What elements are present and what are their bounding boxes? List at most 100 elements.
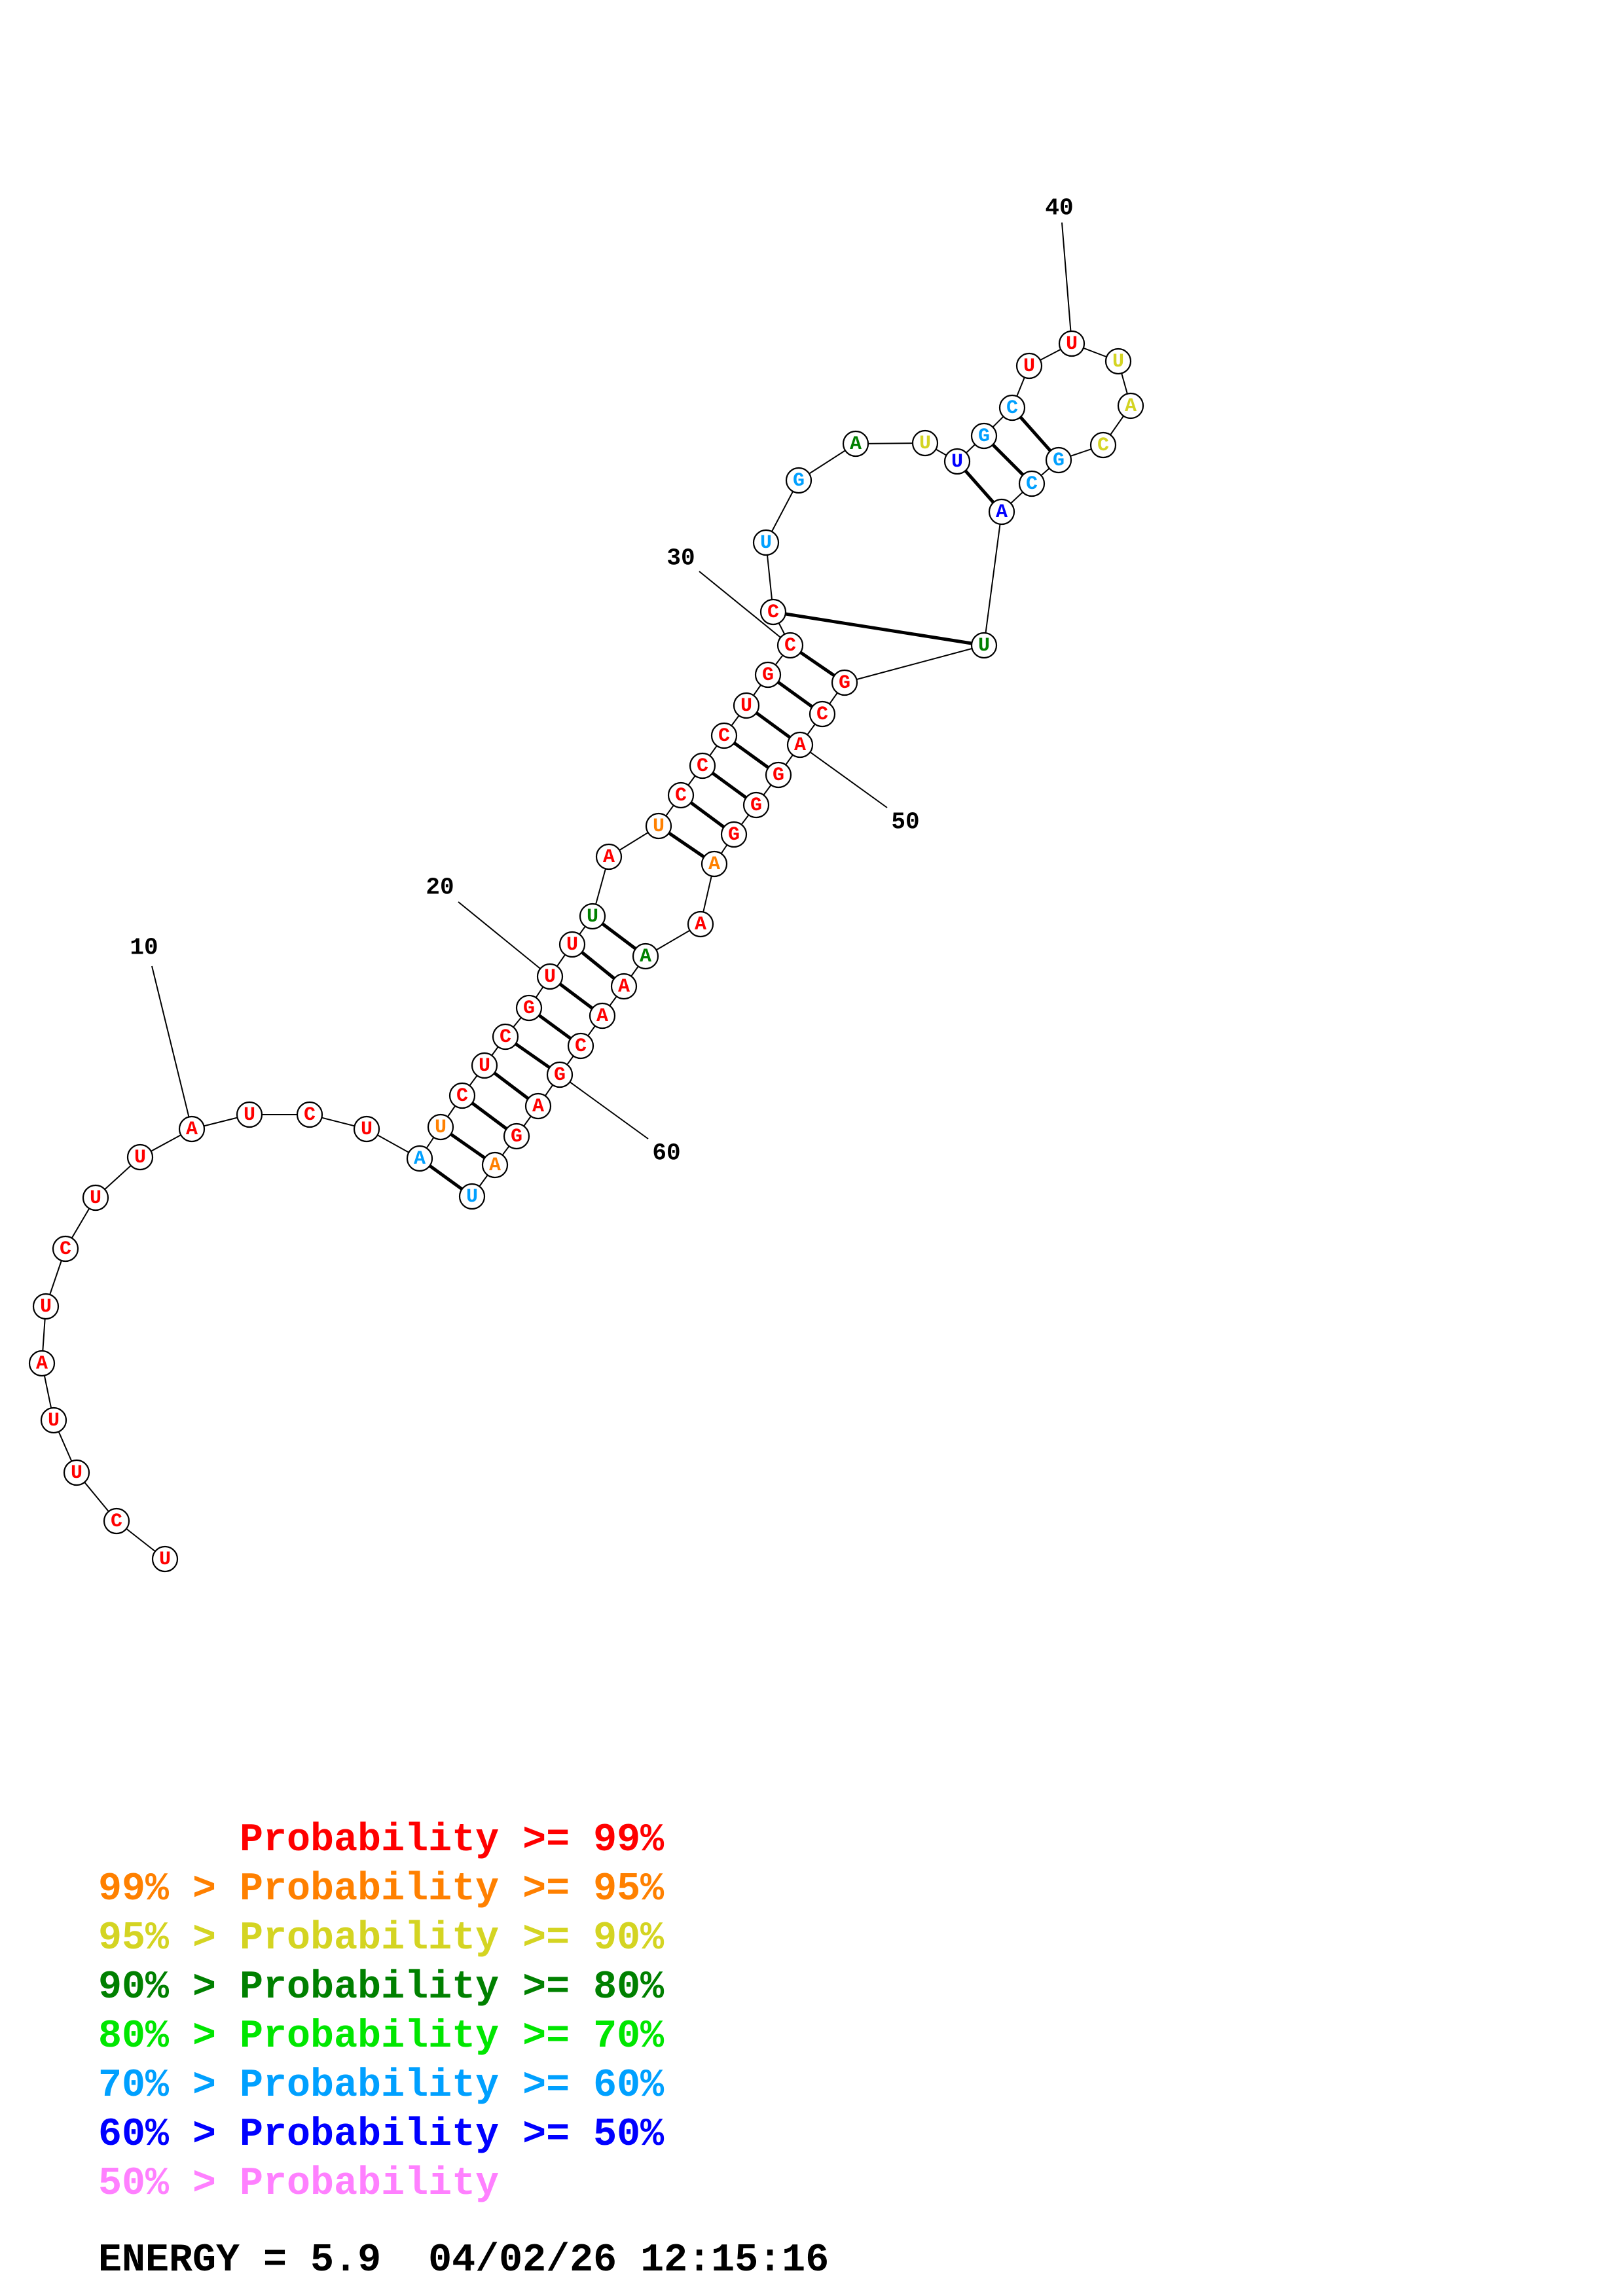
nucleotide: U (458, 1183, 486, 1210)
nucleotide: U (579, 903, 606, 930)
nucleotide-letter: C (718, 725, 730, 747)
nucleotide-letter: G (839, 672, 850, 694)
nucleotide-circle (809, 700, 836, 728)
nucleotide-letter: U (435, 1117, 447, 1139)
nucleotide-circle (52, 1235, 79, 1263)
position-tick (559, 1074, 649, 1139)
nucleotide: G (1045, 446, 1072, 474)
nucleotide-circle (1045, 446, 1072, 474)
nucleotide: C (809, 700, 836, 728)
legend-threshold: >= 70% (499, 2015, 665, 2059)
nucleotide-letter: U (740, 695, 752, 717)
nucleotide: C (710, 722, 738, 749)
nucleotide-circle (492, 1023, 519, 1050)
legend-label: Probability (240, 1916, 500, 1961)
nucleotide-letter: A (695, 914, 706, 936)
legend-threshold: >= 60% (499, 2064, 665, 2108)
position-tick-layer: 10 20 30 40 50 60 (130, 195, 1073, 1167)
nucleotide-circle (515, 994, 543, 1022)
nucleotide-circle (754, 661, 782, 689)
nucleotide-letter: C (1026, 473, 1038, 495)
nucleotide-circle (759, 598, 787, 626)
nucleotide-letter: U (978, 635, 990, 657)
nucleotide: U (911, 429, 939, 457)
legend-prefix: 99% > (98, 1867, 240, 1912)
nucleotide: C (296, 1101, 323, 1128)
nucleotide: U (970, 632, 998, 659)
nucleotide-letter: C (784, 635, 796, 657)
nucleotide-circle (427, 1113, 454, 1141)
nucleotide-circle (28, 1350, 56, 1377)
nucleotide-letter: A (603, 846, 615, 869)
nucleotide-letter: A (618, 976, 630, 998)
nucleotide: G (515, 994, 543, 1022)
nucleotide-letter: G (554, 1064, 566, 1086)
nucleotide-circle (558, 931, 586, 958)
nucleotide-letter: C (816, 704, 828, 726)
nucleotide-letter: U (1112, 351, 1124, 373)
legend-row: 70% > Probability >= 60% (98, 2062, 664, 2111)
nucleotide-circle (998, 394, 1026, 422)
nucleotide-circle (765, 761, 792, 789)
nucleotide-circle (1015, 352, 1043, 380)
nucleotide-circle (1058, 330, 1085, 357)
position-tick (799, 744, 888, 808)
nucleotide: C (52, 1235, 79, 1263)
nucleotide-letter: C (575, 1035, 587, 1058)
nucleotide: G (503, 1122, 530, 1150)
position-tick (699, 571, 791, 646)
nucleotide-circle (776, 632, 804, 659)
legend-label: Probability (240, 1867, 500, 1912)
legend-row: 50% > Probability (98, 2160, 664, 2209)
nucleotide: C (492, 1023, 519, 1050)
nucleotide: U (471, 1052, 498, 1079)
nucleotide: G (785, 467, 812, 494)
nucleotide-circle (710, 722, 738, 749)
nucleotide: U (82, 1184, 109, 1211)
nucleotide-letter: G (793, 470, 805, 492)
nucleotide-circle (842, 430, 869, 457)
position-label: 40 (1045, 195, 1073, 222)
nucleotide: U (558, 931, 586, 958)
nucleotide-letter: C (60, 1238, 71, 1261)
legend-prefix: 90% > (98, 1965, 240, 2010)
nucleotide-circle (911, 429, 939, 457)
nucleotide-letter: U (1066, 333, 1078, 355)
position-label: 30 (666, 545, 695, 572)
nucleotide: U (752, 529, 780, 556)
nucleotide-letter: U (466, 1186, 478, 1208)
nucleotide-letter: G (523, 997, 535, 1020)
nucleotide-circle (406, 1145, 433, 1172)
nucleotide-circle (943, 448, 971, 475)
nucleotide-letter: A (36, 1353, 48, 1375)
nucleotide-letter: U (244, 1104, 255, 1126)
nucleotide-letter: G (762, 664, 774, 687)
legend-label: Probability (240, 2162, 500, 2206)
nucleotide: U (733, 692, 760, 719)
legend-label: Probability (240, 2015, 500, 2059)
nucleotide-circle (667, 781, 695, 809)
nucleotide: A (842, 430, 869, 457)
nucleotide: U (32, 1293, 60, 1320)
legend-prefix: 60% > (98, 2113, 240, 2157)
nucleotide-circle (126, 1143, 154, 1171)
nucleotide-letter: A (640, 946, 651, 968)
nucleotide-circle (40, 1407, 67, 1434)
position-label: 10 (130, 935, 158, 961)
nucleotide: U (427, 1113, 454, 1141)
nucleotide-circle (151, 1545, 179, 1573)
nucleotide: A (610, 973, 638, 1000)
nucleotide: G (742, 791, 770, 819)
nucleotide-letter: U (919, 433, 931, 455)
legend-label: Probability (240, 1818, 500, 1863)
nucleotide-circle (296, 1101, 323, 1128)
nucleotide-letter: A (794, 734, 806, 757)
legend-prefix: 50% > (98, 2162, 240, 2206)
nucleotide-circle (103, 1507, 130, 1535)
nucleotide-letter: U (760, 532, 772, 554)
nucleotide-letter: C (1097, 435, 1109, 457)
base-pair-layer (418, 406, 1060, 1198)
nucleotide-letter: U (1023, 355, 1035, 378)
nucleotide-circle (595, 843, 623, 870)
legend-prefix: 80% > (98, 2015, 240, 2059)
